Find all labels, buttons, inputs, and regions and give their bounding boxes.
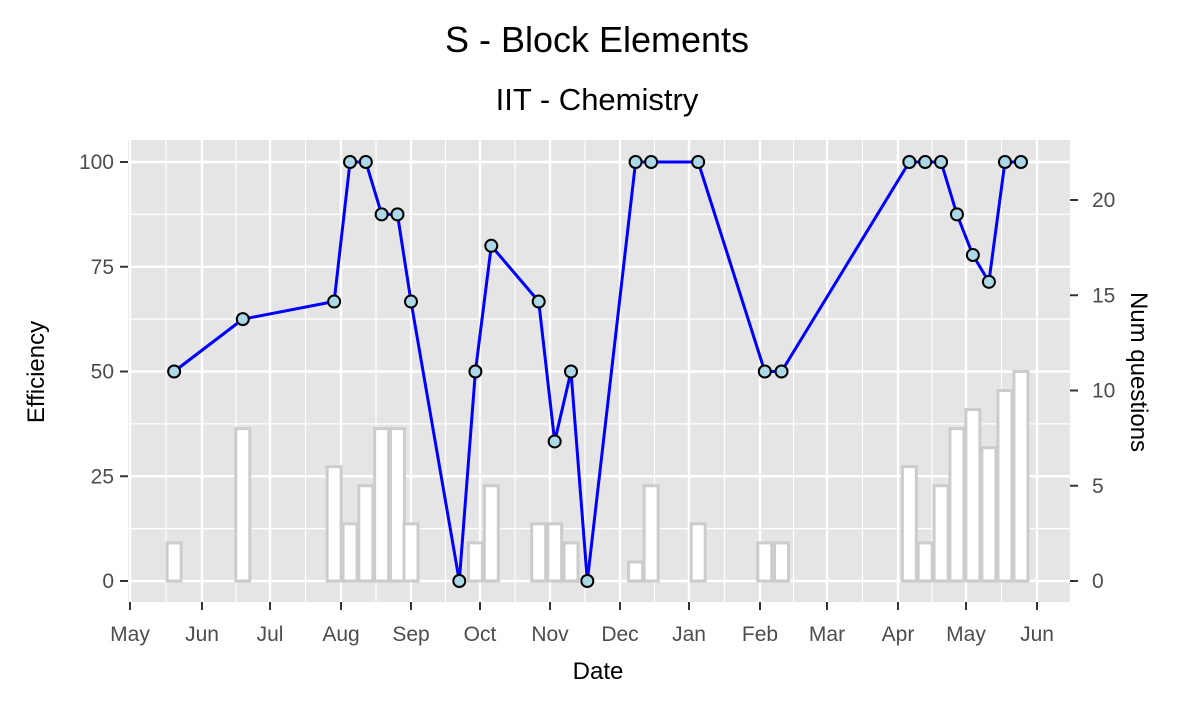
data-point — [934, 155, 949, 169]
line-series — [173, 160, 1021, 583]
x-tick-label: Jan — [672, 623, 706, 646]
bar — [932, 484, 950, 583]
y2-tick-label: 0 — [1092, 570, 1104, 593]
bar — [234, 427, 252, 583]
bar — [325, 465, 343, 583]
x-tick-label: Sep — [392, 623, 429, 646]
bar — [689, 522, 707, 583]
chart-title: S - Block Elements — [445, 19, 749, 60]
x-tick-label: Aug — [322, 623, 359, 646]
data-point — [167, 364, 182, 379]
data-point — [981, 274, 996, 289]
bar — [627, 560, 645, 583]
bar — [402, 522, 420, 583]
y2-tick-label: 15 — [1092, 284, 1115, 307]
data-point — [327, 294, 342, 309]
bar — [916, 541, 934, 583]
data-point — [484, 238, 499, 253]
data-point — [564, 364, 578, 379]
bar — [1012, 369, 1030, 583]
data-point — [902, 155, 917, 169]
data-point — [235, 312, 250, 327]
bar — [996, 389, 1014, 583]
bar — [357, 484, 375, 583]
data-point — [644, 155, 659, 169]
y-axis-title: Efficiency — [23, 321, 50, 423]
y-tick-label: 75 — [91, 256, 114, 279]
data-point — [374, 207, 389, 222]
data-point — [390, 207, 405, 222]
data-point — [918, 155, 933, 169]
bar-series — [165, 369, 1030, 583]
data-point — [531, 294, 546, 309]
axes: 0 25 50 75 100 0 5 10 15 20 May Jun Jul Aug Sep Oct Nov D… — [79, 151, 1115, 646]
x-tick-label: Feb — [742, 623, 778, 646]
x-tick-label: Dec — [601, 623, 638, 646]
data-point — [757, 364, 772, 379]
data-point — [580, 574, 595, 588]
data-point — [691, 155, 706, 169]
data-point — [468, 364, 483, 379]
bar — [482, 484, 500, 583]
y-tick-label: 0 — [102, 570, 114, 593]
bar — [466, 541, 484, 583]
point-series — [167, 155, 1028, 588]
x-axis-title: Date — [573, 658, 624, 685]
data-point — [452, 574, 467, 588]
data-point — [547, 434, 562, 449]
data-point — [404, 294, 418, 309]
bar — [948, 427, 966, 583]
data-point — [949, 207, 964, 222]
x-tick-label: Jul — [257, 623, 284, 646]
data-point — [997, 155, 1012, 169]
bar — [980, 446, 998, 583]
bar — [388, 427, 406, 583]
efficiency-line — [173, 160, 1021, 583]
y-tick-label: 100 — [79, 151, 114, 174]
bar — [546, 522, 564, 583]
bar — [165, 541, 183, 583]
x-tick-label: Oct — [464, 623, 497, 646]
data-point — [343, 155, 358, 169]
bar — [373, 427, 391, 583]
bar — [341, 522, 359, 583]
bar — [642, 484, 660, 583]
x-tick-label: Jun — [185, 623, 219, 646]
bar — [964, 408, 982, 583]
data-point — [965, 248, 980, 263]
data-point — [628, 155, 643, 169]
chart-subtitle: IIT - Chemistry — [496, 82, 699, 117]
data-point — [1013, 155, 1028, 169]
bar — [562, 541, 580, 583]
x-tick-label: Nov — [531, 623, 569, 646]
bar — [530, 522, 548, 583]
bar — [756, 541, 774, 583]
y2-tick-label: 5 — [1092, 475, 1104, 498]
x-tick-label: Mar — [809, 623, 845, 646]
y-tick-label: 25 — [91, 465, 114, 488]
y-tick-label: 50 — [91, 361, 114, 384]
x-tick-label: Apr — [882, 623, 915, 646]
data-point — [358, 155, 373, 169]
data-point — [774, 364, 789, 379]
y2-tick-label: 10 — [1092, 380, 1115, 403]
bar — [773, 541, 791, 583]
y2-tick-label: 20 — [1092, 189, 1115, 212]
y2-axis-title: Num questions — [1125, 292, 1152, 452]
x-tick-label: May — [110, 623, 150, 646]
x-tick-label: Jun — [1020, 623, 1054, 646]
bar — [900, 465, 918, 583]
x-tick-label: May — [946, 623, 986, 646]
